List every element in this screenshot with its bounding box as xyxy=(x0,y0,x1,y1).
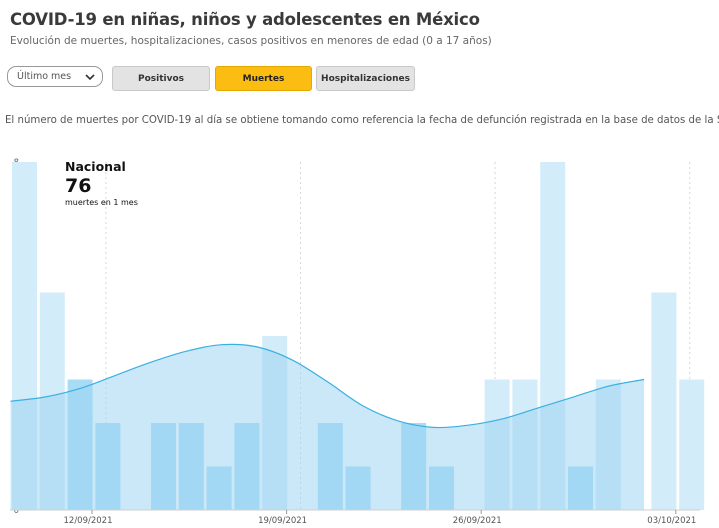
bar xyxy=(679,379,705,510)
muertes-button[interactable]: Muertes xyxy=(215,66,312,91)
x-tick-label: 19/09/2021 xyxy=(258,516,307,526)
deaths-chart: 01234567812/09/202119/09/202126/09/20210… xyxy=(10,158,705,526)
summary-caption: muertes en 1 mes xyxy=(65,198,138,207)
hospitalizaciones-button[interactable]: Hospitalizaciones xyxy=(316,66,415,91)
period-select-label: Último mes xyxy=(17,71,72,82)
x-tick-label: 03/10/2021 xyxy=(647,516,696,526)
page-title: COVID-19 en niñas, niños y adolescentes … xyxy=(10,10,480,29)
positivos-button[interactable]: Positivos xyxy=(112,66,210,91)
chevron-down-icon xyxy=(85,74,95,81)
chart-description: El número de muertes por COVID-19 al día… xyxy=(5,115,719,126)
summary-value: 76 xyxy=(65,175,92,197)
trend-line xyxy=(10,343,645,429)
x-tick-label: 26/09/2021 xyxy=(453,516,502,526)
trend-area xyxy=(10,344,645,510)
y-tick-label: 0 xyxy=(14,506,19,516)
x-tick-label: 12/09/2021 xyxy=(64,516,113,526)
page-subtitle: Evolución de muertes, hospitalizaciones,… xyxy=(10,35,492,47)
period-select[interactable]: Último mes xyxy=(7,66,103,87)
bar xyxy=(651,292,677,510)
summary-region: Nacional xyxy=(65,159,126,174)
